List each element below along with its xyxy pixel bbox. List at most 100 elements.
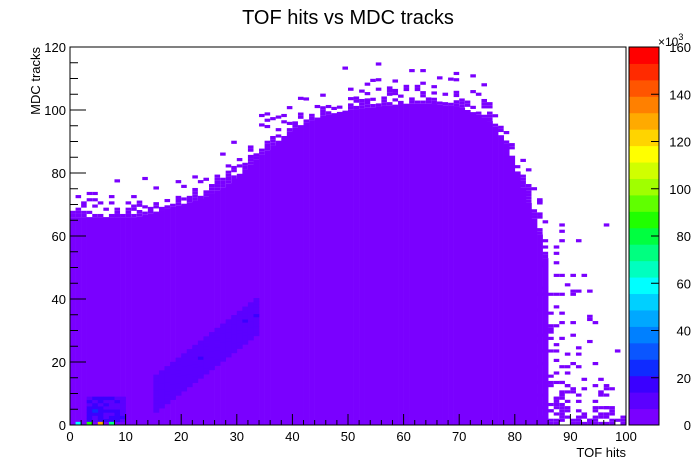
heatmap-cell xyxy=(175,202,182,206)
heatmap-cell xyxy=(220,336,226,340)
heatmap-cell xyxy=(309,113,315,117)
x-tick-label: 90 xyxy=(563,429,577,444)
heatmap-cell xyxy=(264,143,271,148)
heatmap-cell xyxy=(559,409,565,413)
heatmap-cell xyxy=(553,251,560,255)
heatmap-cell xyxy=(197,368,204,373)
heatmap-cell xyxy=(392,104,399,426)
heatmap-cell xyxy=(247,308,254,313)
heatmap-cell xyxy=(559,380,565,385)
heatmap-cell xyxy=(537,399,543,403)
heatmap-cell xyxy=(331,106,337,110)
heatmap-cell xyxy=(359,102,365,106)
heatmap-cell xyxy=(86,198,93,202)
heatmap-cell xyxy=(442,92,449,96)
y-tick-label: 20 xyxy=(52,355,66,370)
heatmap-cell xyxy=(453,78,460,82)
heatmap-cell xyxy=(220,355,226,359)
heatmap-cell xyxy=(325,111,332,115)
heatmap-cell xyxy=(236,339,243,343)
heatmap-cell xyxy=(247,318,254,322)
heatmap-cell xyxy=(320,115,327,426)
heatmap-cell xyxy=(214,362,221,366)
heatmap-cell xyxy=(453,106,460,425)
heatmap-cell xyxy=(181,369,188,373)
color-scale-step xyxy=(629,211,659,229)
heatmap-cell xyxy=(186,195,193,199)
heatmap-cell xyxy=(197,180,204,184)
heatmap-cell xyxy=(575,421,582,425)
heatmap-cell xyxy=(153,409,160,413)
heatmap-cell xyxy=(598,415,604,419)
heatmap-cell xyxy=(537,308,543,312)
heatmap-cell xyxy=(203,345,210,350)
heatmap-cell xyxy=(620,418,626,422)
heatmap-cell xyxy=(158,210,165,425)
heatmap-cell xyxy=(548,380,554,385)
heatmap-cell xyxy=(214,190,221,425)
y-tick-label: 100 xyxy=(44,103,66,118)
heatmap-cell xyxy=(603,223,610,227)
heatmap-cell xyxy=(231,165,237,170)
heatmap-cell xyxy=(203,342,210,347)
heatmap-cell xyxy=(242,334,249,339)
color-scale-step xyxy=(629,194,659,212)
heatmap-cell xyxy=(231,140,237,144)
heatmap-cell xyxy=(542,239,549,243)
heatmap-cell xyxy=(531,212,538,216)
heatmap-cell xyxy=(242,328,249,333)
heatmap-cell xyxy=(220,339,226,343)
heatmap-cell xyxy=(453,100,460,104)
heatmap-cell xyxy=(220,351,226,356)
heatmap-cell xyxy=(253,304,260,308)
heatmap-cell xyxy=(214,353,221,357)
heatmap-cell xyxy=(559,239,565,243)
heatmap-cell xyxy=(231,333,238,338)
heatmap-cell xyxy=(292,121,298,125)
heatmap-cell xyxy=(170,368,176,372)
heatmap-cell xyxy=(192,194,198,198)
heatmap-cell xyxy=(475,111,482,115)
heatmap-cell xyxy=(342,110,349,425)
heatmap-cell xyxy=(531,218,538,425)
heatmap-cell xyxy=(253,332,260,337)
heatmap-cell xyxy=(142,211,148,215)
x-tick-label: 0 xyxy=(66,429,73,444)
heatmap-cell xyxy=(103,406,110,410)
heatmap-cell xyxy=(537,231,543,235)
heatmap-cell xyxy=(481,102,487,106)
heatmap-cell xyxy=(531,215,538,219)
heatmap-cell xyxy=(553,421,560,425)
heatmap-cell xyxy=(320,93,326,97)
heatmap-cell xyxy=(598,406,604,410)
heatmap-cell xyxy=(164,366,171,370)
heatmap-cell xyxy=(186,202,193,425)
heatmap-cell xyxy=(570,362,576,366)
z-tick-label: 80 xyxy=(677,229,691,244)
heatmap-cell xyxy=(225,335,232,339)
heatmap-cell xyxy=(114,210,121,214)
x-tick-label: 100 xyxy=(615,429,637,444)
heatmap-cell xyxy=(209,335,215,339)
heatmap-cell xyxy=(570,289,576,293)
z-tick-label: 60 xyxy=(677,276,691,291)
heatmap-cell xyxy=(225,319,232,323)
heatmap-cell xyxy=(403,84,410,88)
heatmap-cell xyxy=(247,327,254,331)
heatmap-cell xyxy=(509,155,516,426)
x-tick-label: 30 xyxy=(230,429,244,444)
heatmap-cell xyxy=(381,105,388,425)
color-scale-multiplier: ×103 xyxy=(658,32,683,49)
color-scale-step xyxy=(629,162,659,179)
heatmap-cell xyxy=(442,105,449,426)
heatmap-cell xyxy=(197,372,204,376)
heatmap-cell xyxy=(292,124,298,128)
heatmap-cell xyxy=(559,393,565,397)
heatmap-cell xyxy=(197,346,204,351)
heatmap-cell xyxy=(553,305,560,309)
heatmap-cell xyxy=(409,103,416,425)
heatmap-cell xyxy=(514,165,521,169)
heatmap-cell xyxy=(225,338,232,342)
color-scale-step xyxy=(629,342,659,360)
